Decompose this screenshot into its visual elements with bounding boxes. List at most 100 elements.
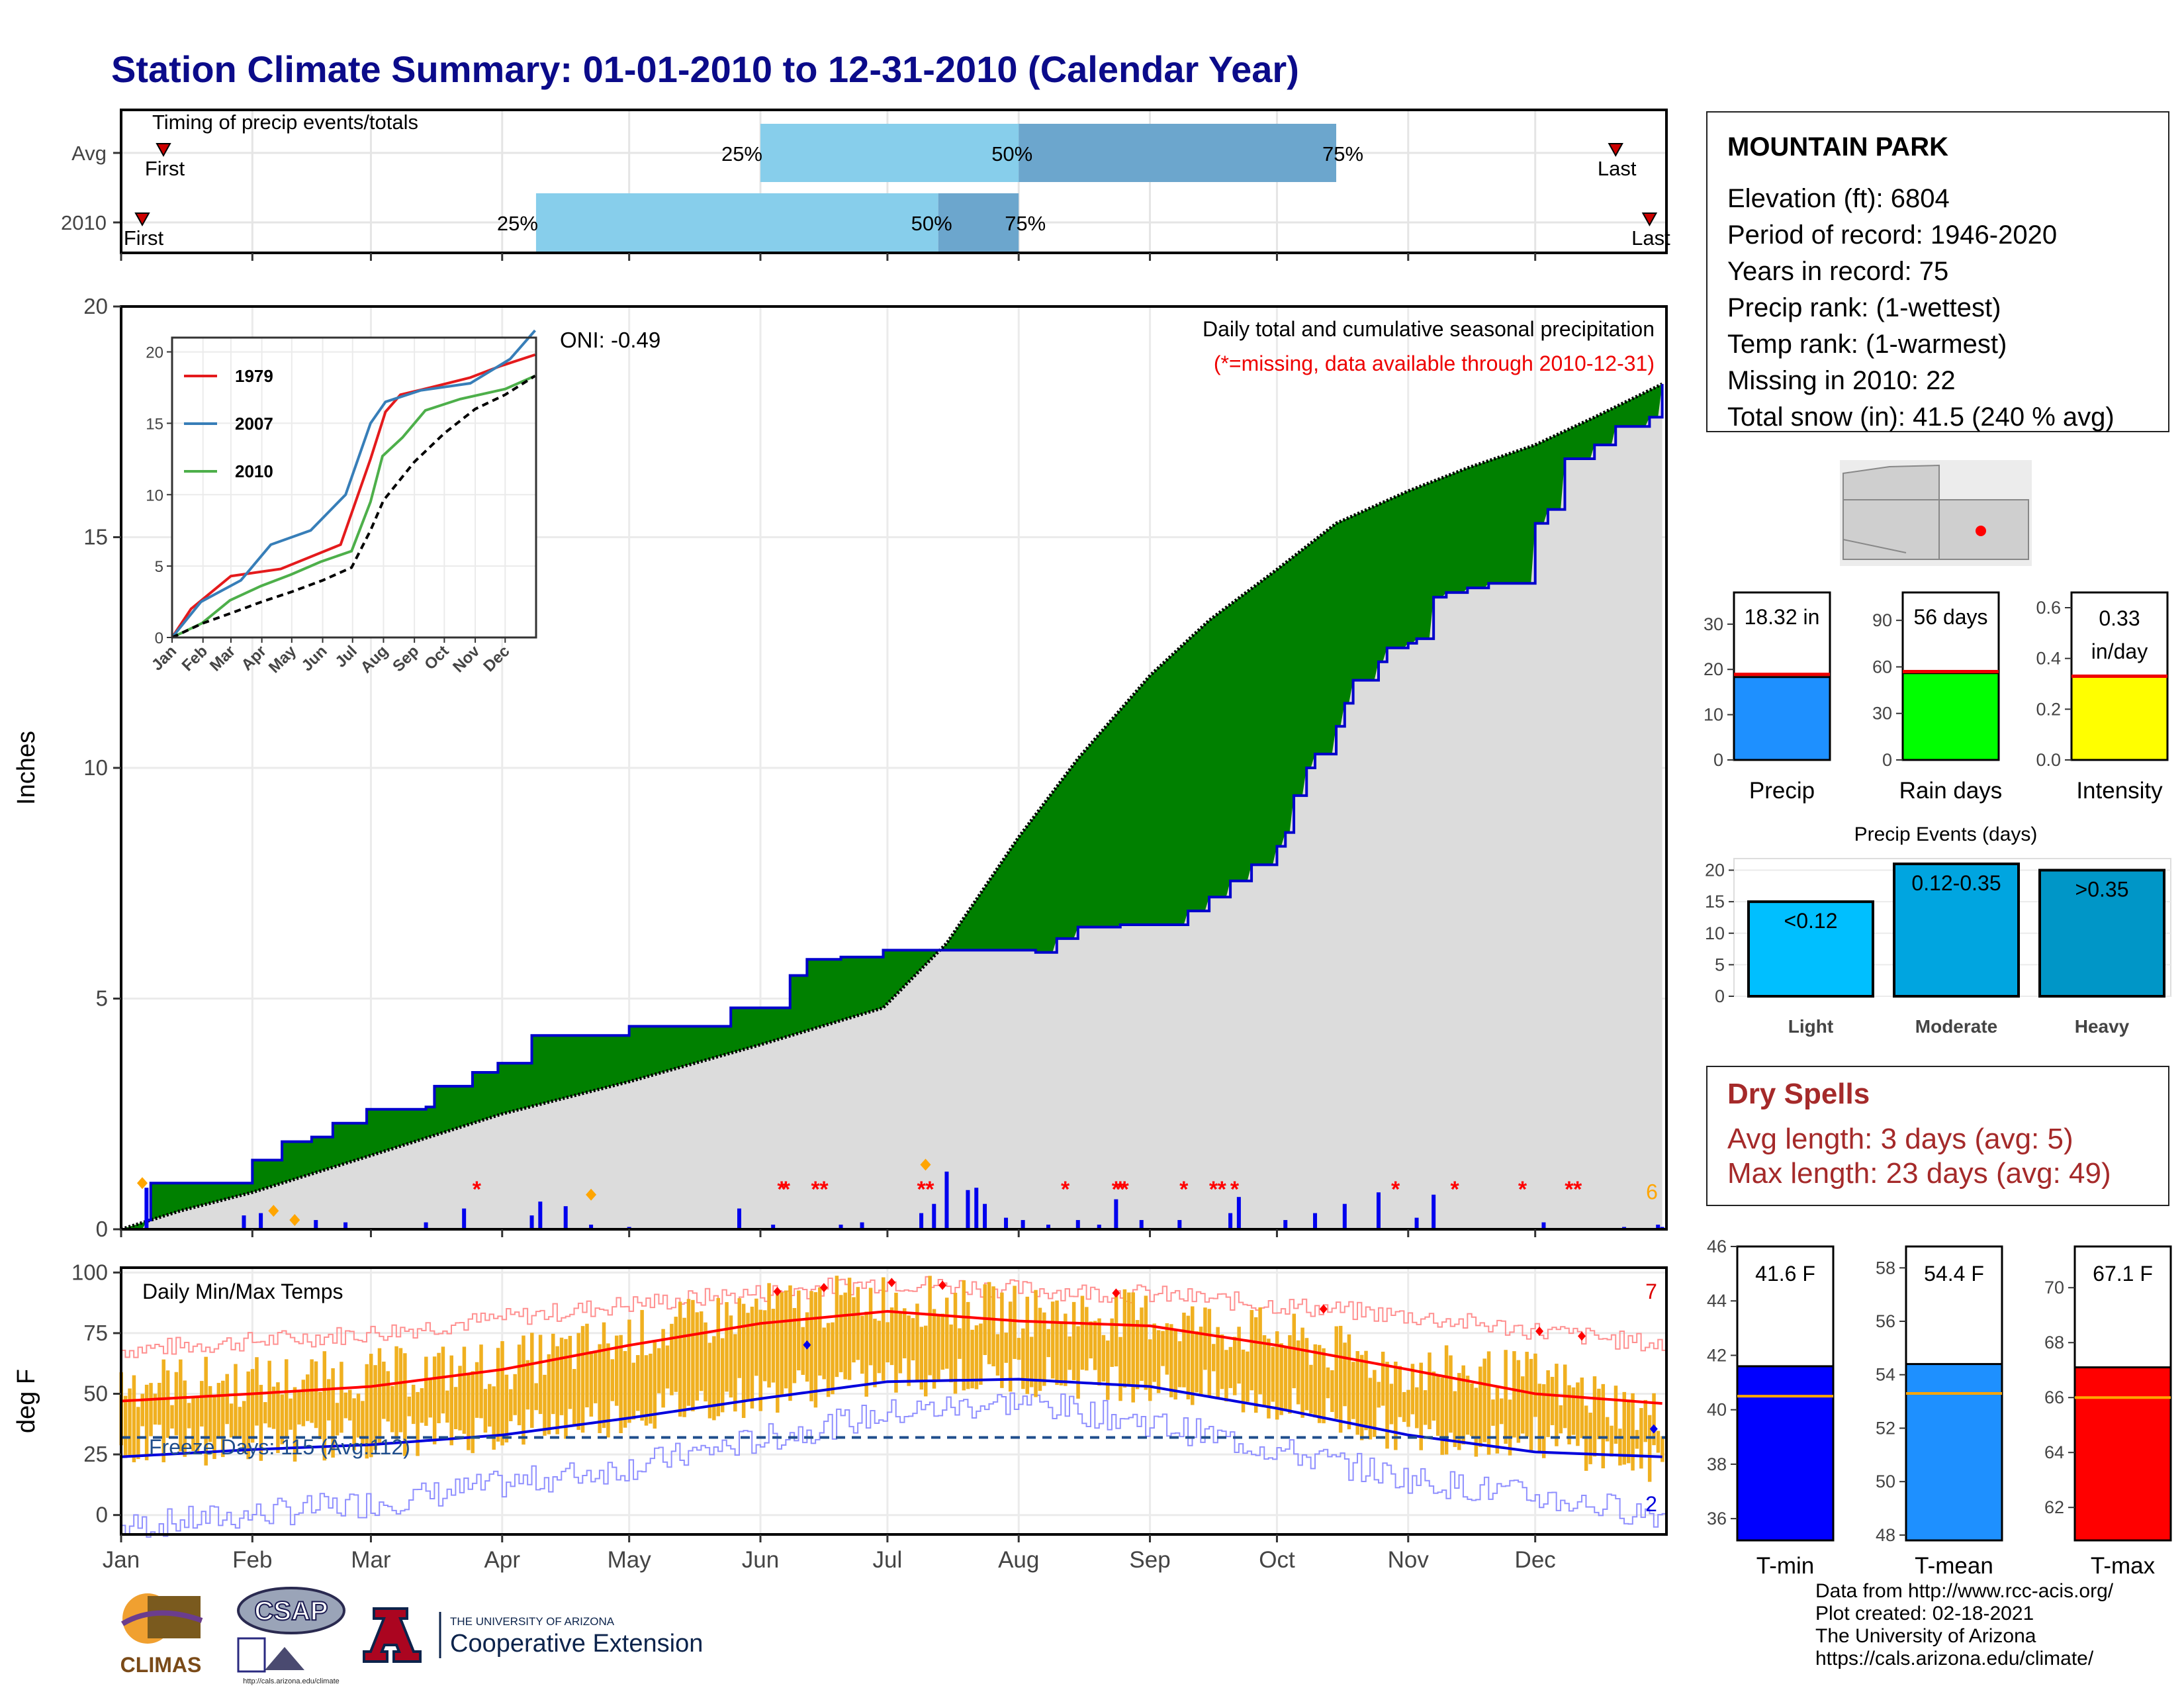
daily-temp-bar xyxy=(1504,1350,1508,1444)
daily-temp-bar xyxy=(958,1328,962,1359)
daily-temp-bar xyxy=(627,1319,631,1423)
timing-bar-25-50 xyxy=(760,124,1019,182)
timing-label-75: 75% xyxy=(1005,212,1046,235)
missing-day-star: * xyxy=(782,1177,791,1202)
mini-frame xyxy=(1733,591,1831,761)
daily-temp-bar xyxy=(144,1384,149,1461)
daily-temp-bar xyxy=(271,1386,276,1429)
daily-temp-bar xyxy=(322,1351,327,1461)
temp-mini-y-tick-label: 44 xyxy=(1707,1291,1727,1311)
daily-temp-bar xyxy=(204,1356,208,1466)
daily-temp-bar xyxy=(911,1318,915,1361)
daily-temp-bar xyxy=(1381,1351,1385,1406)
daily-precip-bar xyxy=(1236,1197,1241,1229)
oni-label: ONI: -0.49 xyxy=(560,328,660,352)
temp-mini-y-tick-label: 52 xyxy=(1876,1418,1895,1438)
daily-temp-bar xyxy=(1156,1330,1161,1393)
credits: Data from http://www.rcc-acis.org/ Plot … xyxy=(1815,1580,2113,1670)
temp-y-tick-label: 50 xyxy=(83,1382,108,1406)
daily-temp-bar xyxy=(179,1359,183,1452)
daily-temp-bar xyxy=(1097,1318,1101,1385)
climas-emblem: CLIMAS xyxy=(120,1593,203,1677)
daily-temp-bar xyxy=(1647,1415,1652,1482)
snow-marker xyxy=(136,1177,148,1190)
daily-temp-bar xyxy=(1635,1430,1639,1449)
daily-temp-bar xyxy=(229,1403,234,1438)
location-map xyxy=(1840,460,2032,566)
daily-temp-bar xyxy=(525,1360,530,1410)
daily-temp-bar xyxy=(530,1333,534,1428)
timing-last-label: Last xyxy=(1598,157,1637,180)
daily-precip-bar xyxy=(144,1188,149,1229)
record-low-marker xyxy=(1649,1424,1658,1434)
daily-temp-bar xyxy=(1351,1362,1355,1419)
station-location-marker xyxy=(1976,526,1986,536)
daily-temp-bar xyxy=(1559,1405,1563,1434)
daily-temp-bar xyxy=(1368,1378,1373,1440)
daily-temp-bar xyxy=(801,1327,805,1375)
daily-temp-bar xyxy=(183,1380,187,1457)
record-high-marker xyxy=(1112,1288,1120,1298)
daily-temp-bar xyxy=(784,1290,788,1389)
daily-temp-bar xyxy=(932,1309,936,1389)
daily-temp-bar xyxy=(284,1359,289,1436)
csap-url: http://cals.arizona.edu/climate xyxy=(243,1677,340,1685)
missing-day-star: * xyxy=(1061,1177,1070,1202)
daily-temp-bar xyxy=(365,1364,369,1459)
missing-day-star: * xyxy=(1451,1177,1460,1202)
daily-temp-bar xyxy=(1652,1393,1656,1446)
timing-label-75: 75% xyxy=(1322,142,1363,165)
month-label: Mar xyxy=(351,1547,391,1573)
timing-bar-50-75 xyxy=(1019,124,1337,182)
mini-bar-Intensity xyxy=(2070,675,2169,761)
daily-temp-bar xyxy=(576,1333,580,1431)
timing-title: Timing of precip events/totals xyxy=(152,111,418,134)
temp-mini-y-tick-label: 64 xyxy=(2044,1442,2064,1462)
daily-temp-bar xyxy=(1059,1321,1064,1385)
daily-precip-bar xyxy=(538,1201,543,1229)
missing-day-star: * xyxy=(925,1177,934,1202)
daily-temp-bar xyxy=(712,1336,716,1421)
daily-precip-bar xyxy=(462,1208,467,1229)
mini-y-tick-label: 30 xyxy=(1704,614,1723,634)
daily-temp-bar xyxy=(416,1391,420,1456)
daily-temp-bar xyxy=(1169,1324,1173,1397)
timing-last-marker xyxy=(1641,212,1658,227)
record-low-marker xyxy=(803,1340,811,1350)
daily-temp-bar xyxy=(657,1348,661,1393)
mini-y-tick-label: 90 xyxy=(1872,610,1892,630)
daily-temp-bar xyxy=(1389,1384,1394,1425)
mini-y-tick-label: 0.4 xyxy=(2036,649,2061,669)
temp-mini-y-tick-label: 70 xyxy=(2044,1278,2064,1297)
missing-day-star: * xyxy=(1112,1177,1121,1202)
daily-temp-bar xyxy=(940,1313,945,1370)
daily-temp-bar xyxy=(1355,1351,1359,1435)
record-low-count: 2 xyxy=(1645,1492,1657,1516)
daily-temp-bar xyxy=(1520,1376,1525,1434)
daily-temp-bar xyxy=(1080,1295,1085,1370)
daily-temp-bar xyxy=(640,1309,644,1421)
daily-temp-bar xyxy=(1296,1340,1300,1405)
daily-precip-bar xyxy=(1097,1225,1101,1229)
daily-temp-bar xyxy=(437,1352,441,1423)
mini-y-tick-label: 0.2 xyxy=(2036,699,2061,719)
daily-temp-bar xyxy=(1106,1340,1110,1400)
mini-y-tick-label: 0 xyxy=(1713,750,1723,770)
inset-frame xyxy=(171,336,537,639)
station-info-box: MOUNTAIN PARK Elevation (ft): 6804 Perio… xyxy=(1706,111,2169,432)
mini-y-tick-label: 30 xyxy=(1872,704,1892,724)
daily-precip-bar xyxy=(1139,1220,1144,1229)
daily-temp-bar xyxy=(919,1327,924,1390)
temp-y-axis-label: deg F xyxy=(13,1369,40,1433)
daily-temp-bar xyxy=(707,1342,712,1419)
daily-temp-bar xyxy=(1064,1313,1068,1386)
inset-y-tick-label: 0 xyxy=(155,630,163,647)
inset-legend-label: 2007 xyxy=(235,414,273,434)
daily-precip-bar xyxy=(737,1208,741,1229)
daily-temp-bar xyxy=(1423,1390,1428,1425)
daily-precip-bar xyxy=(1004,1217,1009,1229)
daily-precip-bar xyxy=(1283,1220,1288,1229)
temperature-chart: 0 25 50 75 100 Jan Feb Mar Apr May Jun Jul Aug Sep Oct… xyxy=(13,1260,1668,1573)
daily-temp-bar xyxy=(1093,1321,1097,1370)
temp-totals-chart: 36 38 40 42 44 46 41.6 F T-min 48 50 52 54 56 58 54.4 … xyxy=(1707,1237,2172,1579)
